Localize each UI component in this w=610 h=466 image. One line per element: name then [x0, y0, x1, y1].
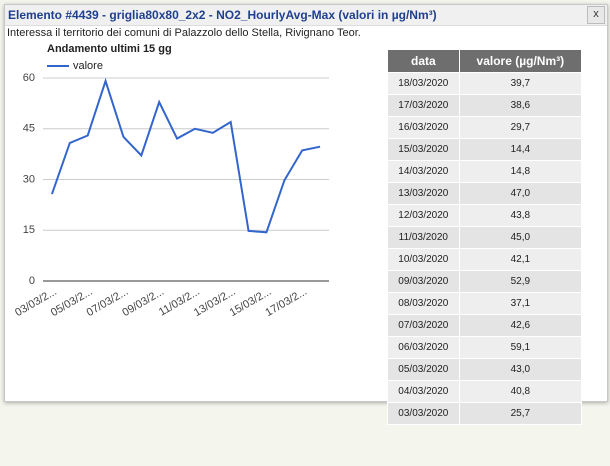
table-cell: 12/03/2020 [387, 204, 460, 227]
table-row: 18/03/2020 39,7 [387, 72, 583, 95]
table-cell: 10/03/2020 [387, 248, 460, 271]
popup-title: Elemento #4439 - griglia80x80_2x2 - NO2_… [8, 8, 437, 22]
table-cell: 29,7 [458, 116, 583, 139]
table-cell: 14,4 [458, 138, 583, 161]
table-cell: 52,9 [458, 270, 583, 293]
table-row: 14/03/2020 14,8 [387, 160, 583, 183]
data-table: data valore (µg/Nm³) 18/03/2020 39,7 17/03/2… [387, 49, 583, 425]
table-cell: 11/03/2020 [387, 226, 460, 249]
table-row: 13/03/2020 47,0 [387, 182, 583, 205]
popup-header: Elemento #4439 - griglia80x80_2x2 - NO2_… [5, 5, 607, 26]
y-tick-label: 30 [23, 173, 35, 185]
table-cell: 05/03/2020 [387, 358, 460, 381]
table-cell: 43,0 [458, 358, 583, 381]
table-cell: 04/03/2020 [387, 380, 460, 403]
table-row: 10/03/2020 42,1 [387, 248, 583, 271]
table-row: 09/03/2020 52,9 [387, 270, 583, 293]
table-cell: 39,7 [458, 72, 583, 95]
table-cell: 25,7 [458, 402, 583, 425]
table-row: 16/03/2020 29,7 [387, 116, 583, 139]
column-header: data [387, 49, 460, 73]
table-cell: 08/03/2020 [387, 292, 460, 315]
table-cell: 17/03/2020 [387, 94, 460, 117]
table-cell: 38,6 [458, 94, 583, 117]
table-cell: 03/03/2020 [387, 402, 460, 425]
table-cell: 47,0 [458, 182, 583, 205]
y-tick-label: 60 [23, 72, 35, 84]
table-cell: 06/03/2020 [387, 336, 460, 359]
table-row: 15/03/2020 14,4 [387, 138, 583, 161]
table-cell: 13/03/2020 [387, 182, 460, 205]
popup-subtitle: Interessa il territorio dei comuni di Pa… [7, 27, 361, 39]
legend-label: valore [73, 60, 103, 72]
y-tick-label: 15 [23, 224, 35, 236]
table-row: 03/03/2020 25,7 [387, 402, 583, 425]
table-cell: 16/03/2020 [387, 116, 460, 139]
data-line [50, 77, 321, 234]
table-row: 17/03/2020 38,6 [387, 94, 583, 117]
y-tick-label: 0 [29, 275, 35, 287]
table-cell: 15/03/2020 [387, 138, 460, 161]
table-cell: 09/03/2020 [387, 270, 460, 293]
table-row: 08/03/2020 37,1 [387, 292, 583, 315]
table-cell: 14,8 [458, 160, 583, 183]
table-row: 12/03/2020 43,8 [387, 204, 583, 227]
table-row: 05/03/2020 43,0 [387, 358, 583, 381]
y-tick-label: 45 [23, 123, 35, 135]
column-header: valore (µg/Nm³) [458, 49, 583, 73]
table-cell: 59,1 [458, 336, 583, 359]
table-cell: 42,1 [458, 248, 583, 271]
table-cell: 37,1 [458, 292, 583, 315]
close-button[interactable]: x [587, 6, 605, 24]
popup: Elemento #4439 - griglia80x80_2x2 - NO2_… [4, 4, 608, 425]
table-row: 07/03/2020 42,6 [387, 314, 583, 337]
table-cell: 14/03/2020 [387, 160, 460, 183]
table-row: 04/03/2020 40,8 [387, 380, 583, 403]
table-cell: 45,0 [458, 226, 583, 249]
chart: Andamento ultimi 15 gg01530456003/03/2..… [13, 43, 329, 319]
table-cell: 07/03/2020 [387, 314, 460, 337]
table-row: 11/03/2020 45,0 [387, 226, 583, 249]
table-row: 06/03/2020 59,1 [387, 336, 583, 359]
table-cell: 43,8 [458, 204, 583, 227]
chart-title: Andamento ultimi 15 gg [47, 43, 172, 55]
table-cell: 42,6 [458, 314, 583, 337]
table-cell: 18/03/2020 [387, 72, 460, 95]
table-cell: 40,8 [458, 380, 583, 403]
